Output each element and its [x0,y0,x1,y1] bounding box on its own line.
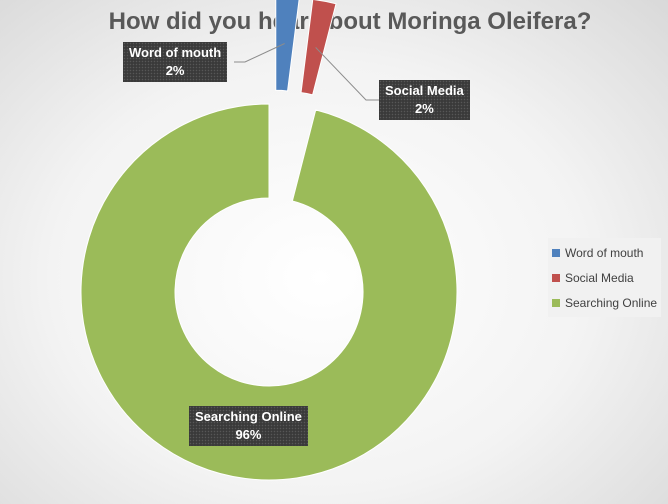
data-label-category: Searching Online [195,409,302,424]
data-label-searching-online: Searching Online 96% [189,406,308,446]
data-label-category: Social Media [385,83,464,98]
legend-label: Word of mouth [565,245,644,260]
data-label-value: 2% [165,63,185,78]
data-label-social-media: Social Media 2% [379,80,470,120]
legend-swatch [552,273,560,282]
legend-label: Social Media [565,270,634,285]
legend-item-word-of-mouth[interactable]: Word of mouth [552,240,657,265]
data-label-word-of-mouth: Word of mouth 2% [123,42,228,82]
slice-social-media[interactable] [300,0,337,96]
slices-group [80,0,458,481]
leader-lines-group [234,43,379,101]
data-label-category: Word of mouth [129,45,222,60]
legend: Word of mouth Social Media Searching Onl… [548,238,662,317]
legend-swatch [552,298,560,307]
legend-item-searching-online[interactable]: Searching Online [552,290,657,315]
slice-word-of-mouth[interactable] [275,0,300,92]
leader-line-word-of-mouth [234,43,285,63]
leader-line-social-media [315,47,379,101]
legend-label: Searching Online [565,295,658,310]
slice-searching-online[interactable] [80,103,458,481]
data-label-value: 2% [414,101,434,116]
legend-swatch [552,248,560,257]
data-label-value: 96% [235,427,262,442]
legend-item-social-media[interactable]: Social Media [552,265,657,290]
chart-title: How did you hear about Moringa Oleifera? [108,8,592,35]
